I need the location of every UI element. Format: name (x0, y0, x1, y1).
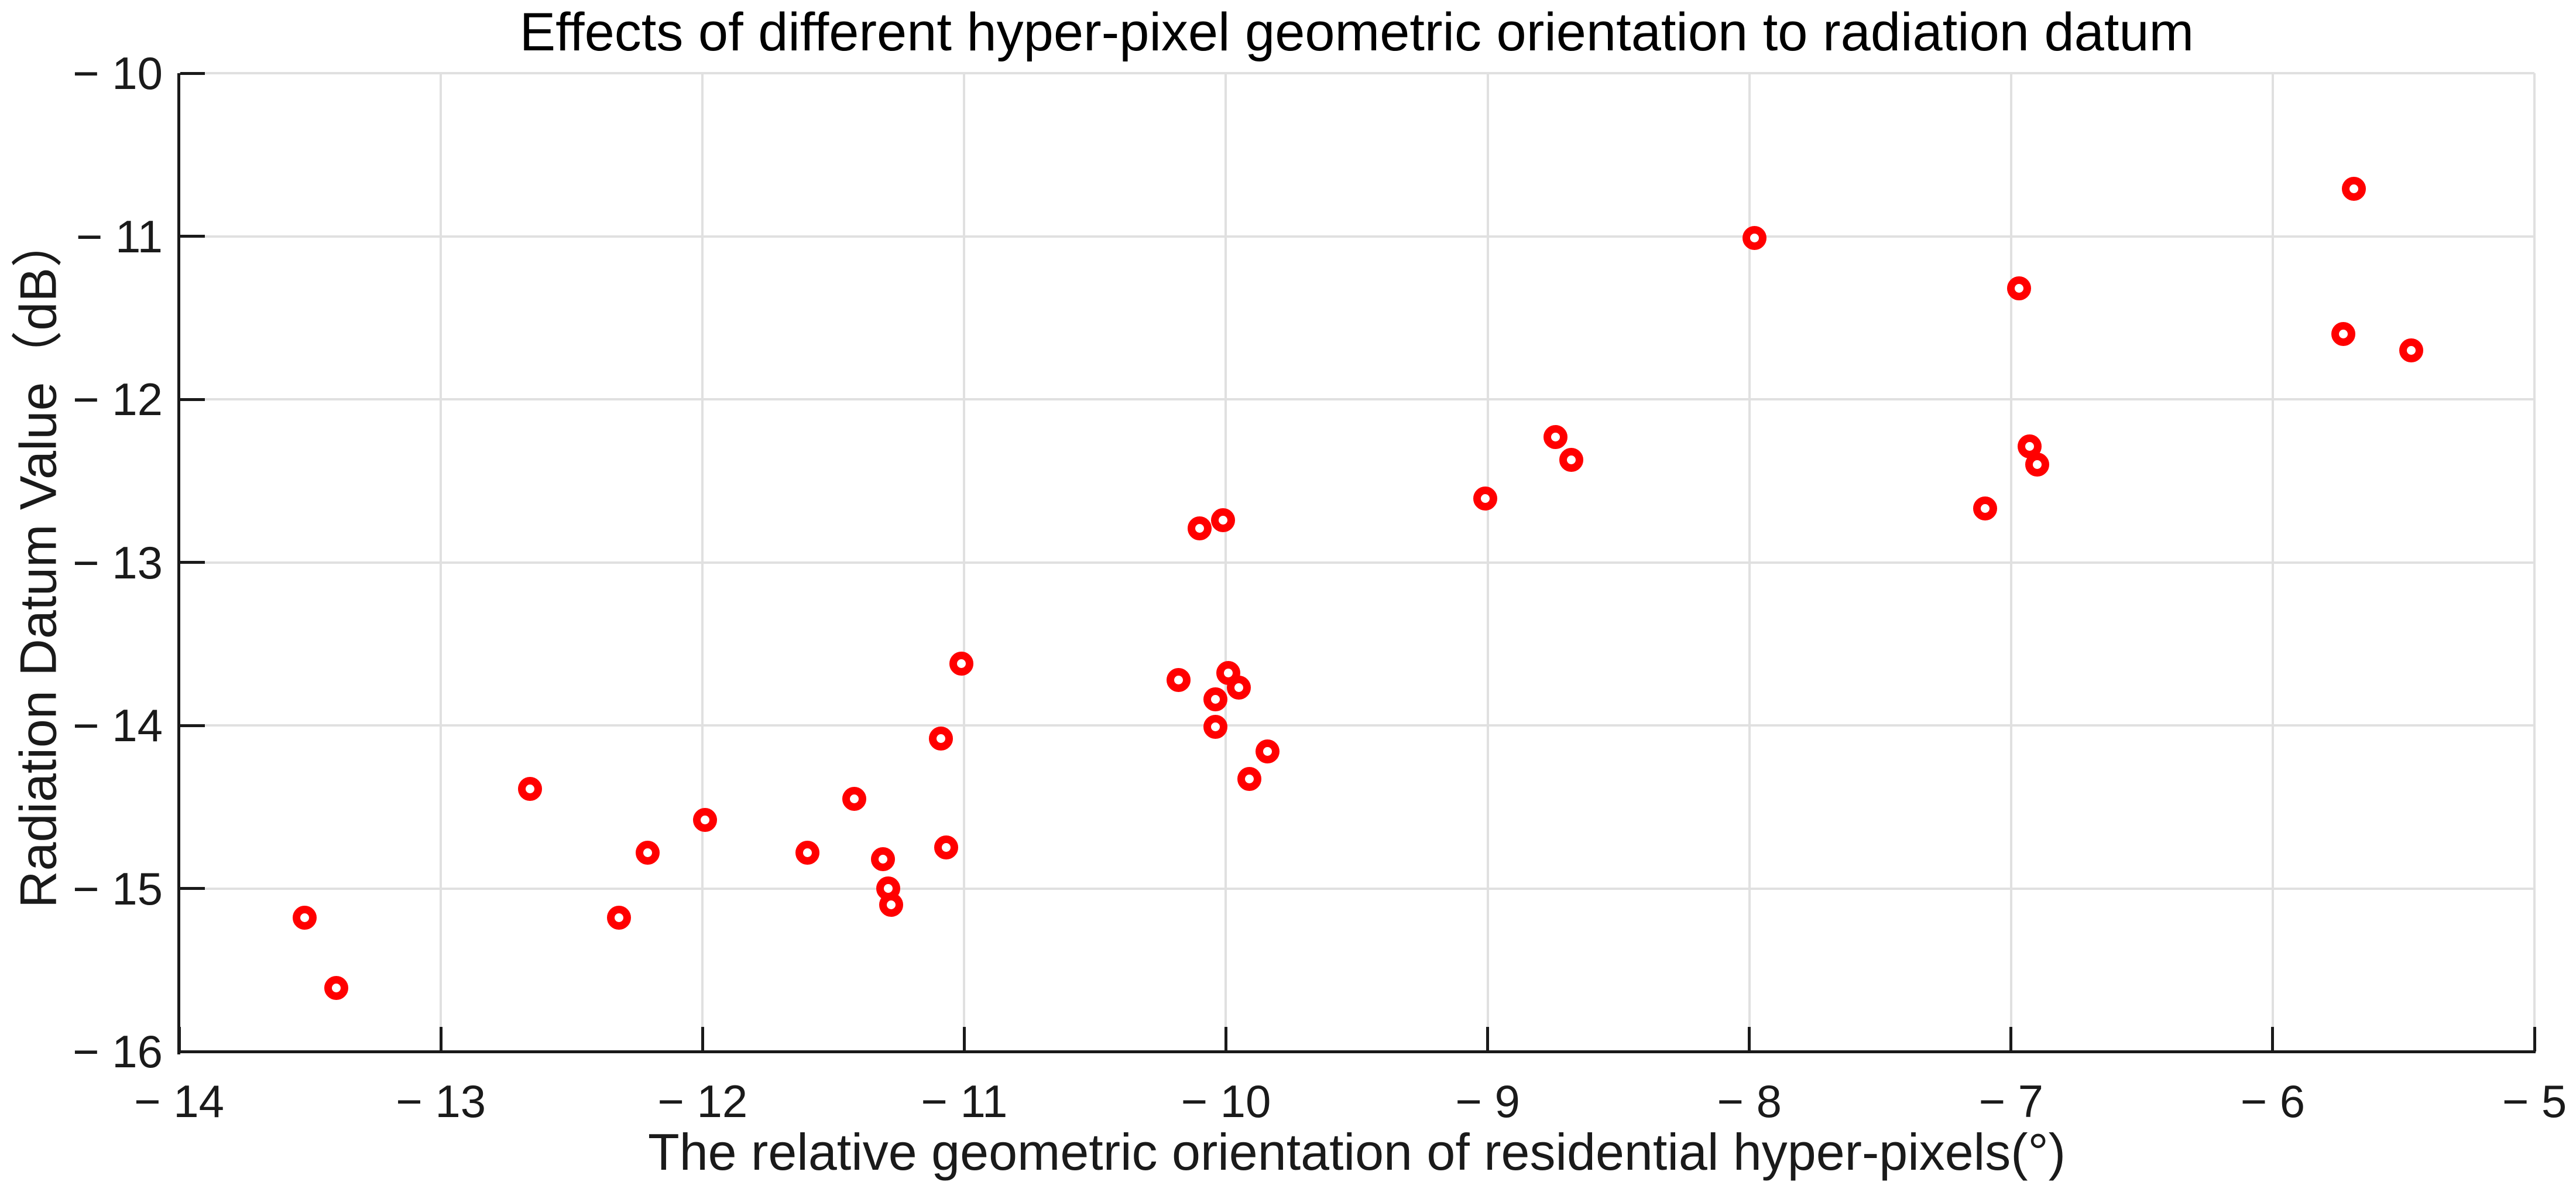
x-tick-label: − 6 (2240, 1075, 2306, 1127)
data-point-marker (1237, 767, 1262, 792)
data-point-marker (1211, 508, 1236, 532)
data-point-marker (293, 906, 317, 930)
data-point-marker (606, 906, 631, 930)
gridline-horizontal (179, 887, 2534, 890)
data-point-marker (928, 726, 953, 751)
data-point-marker (1543, 424, 1568, 449)
x-tick-mark (2271, 1027, 2275, 1051)
data-point-marker (517, 777, 542, 801)
x-tick-label: − 7 (1978, 1075, 2044, 1127)
data-point-marker (1227, 676, 1251, 700)
y-tick-label: − 13 (73, 536, 163, 588)
x-tick-mark (2533, 1027, 2536, 1051)
y-tick-label: − 15 (73, 862, 163, 914)
x-tick-mark (1486, 1027, 1490, 1051)
data-point-marker (1743, 225, 1767, 250)
data-point-marker (934, 835, 958, 860)
data-point-marker (324, 975, 348, 1000)
x-tick-mark (962, 1027, 966, 1051)
data-point-marker (795, 840, 819, 865)
x-tick-label: − 11 (921, 1075, 1008, 1127)
data-point-marker (635, 840, 660, 865)
data-point-marker (1203, 687, 1228, 711)
gridline-horizontal (179, 235, 2534, 238)
y-tick-label: − 16 (73, 1026, 163, 1077)
y-tick-label: − 14 (73, 700, 163, 751)
x-axis-label: The relative geometric orientation of re… (647, 1123, 2066, 1181)
x-tick-mark (1748, 1027, 1751, 1051)
y-tick-mark (180, 724, 205, 727)
data-point-marker (1167, 667, 1191, 692)
y-tick-label: − 12 (73, 374, 163, 425)
x-tick-label: − 13 (396, 1075, 486, 1127)
x-tick-label: − 10 (1181, 1075, 1271, 1127)
data-point-marker (693, 808, 718, 833)
x-tick-label: − 12 (657, 1075, 748, 1127)
y-axis-line (177, 73, 180, 1054)
chart-title: Effects of different hyper-pixel geometr… (519, 2, 2194, 62)
gridline-horizontal (179, 561, 2534, 564)
data-point-marker (2399, 338, 2424, 362)
gridline-vertical (2533, 73, 2536, 1051)
y-tick-mark (180, 1050, 205, 1053)
gridline-horizontal (179, 398, 2534, 400)
x-axis-line (177, 1050, 2536, 1053)
x-tick-label: − 5 (2502, 1075, 2567, 1127)
data-point-marker (1559, 447, 1584, 472)
x-tick-mark (1224, 1027, 1227, 1051)
data-point-marker (1188, 516, 1212, 540)
x-tick-label: − 9 (1455, 1075, 1520, 1127)
data-point-marker (1203, 715, 1228, 739)
x-tick-label: − 8 (1717, 1075, 1782, 1127)
y-tick-mark (180, 235, 205, 238)
x-tick-mark (701, 1027, 704, 1051)
y-tick-mark (180, 887, 205, 890)
gridline-horizontal (179, 72, 2534, 74)
data-point-marker (871, 847, 896, 871)
y-tick-label: − 11 (76, 210, 163, 262)
data-point-marker (1256, 739, 1280, 764)
data-point-marker (1473, 487, 1497, 511)
data-point-marker (2331, 322, 2356, 347)
data-point-marker (879, 892, 903, 917)
data-point-marker (842, 786, 867, 811)
data-point-marker (2025, 452, 2049, 477)
y-tick-mark (180, 71, 205, 75)
y-tick-label: − 10 (73, 47, 163, 99)
data-point-marker (2006, 276, 2031, 301)
x-tick-mark (2009, 1027, 2013, 1051)
x-tick-label: − 14 (134, 1075, 224, 1127)
data-point-marker (2341, 177, 2366, 201)
x-tick-mark (177, 1027, 181, 1051)
y-tick-mark (180, 398, 205, 401)
data-point-marker (1973, 496, 1997, 521)
y-tick-mark (180, 561, 205, 564)
data-point-marker (949, 651, 974, 676)
gridline-horizontal (179, 724, 2534, 727)
x-tick-mark (439, 1027, 443, 1051)
